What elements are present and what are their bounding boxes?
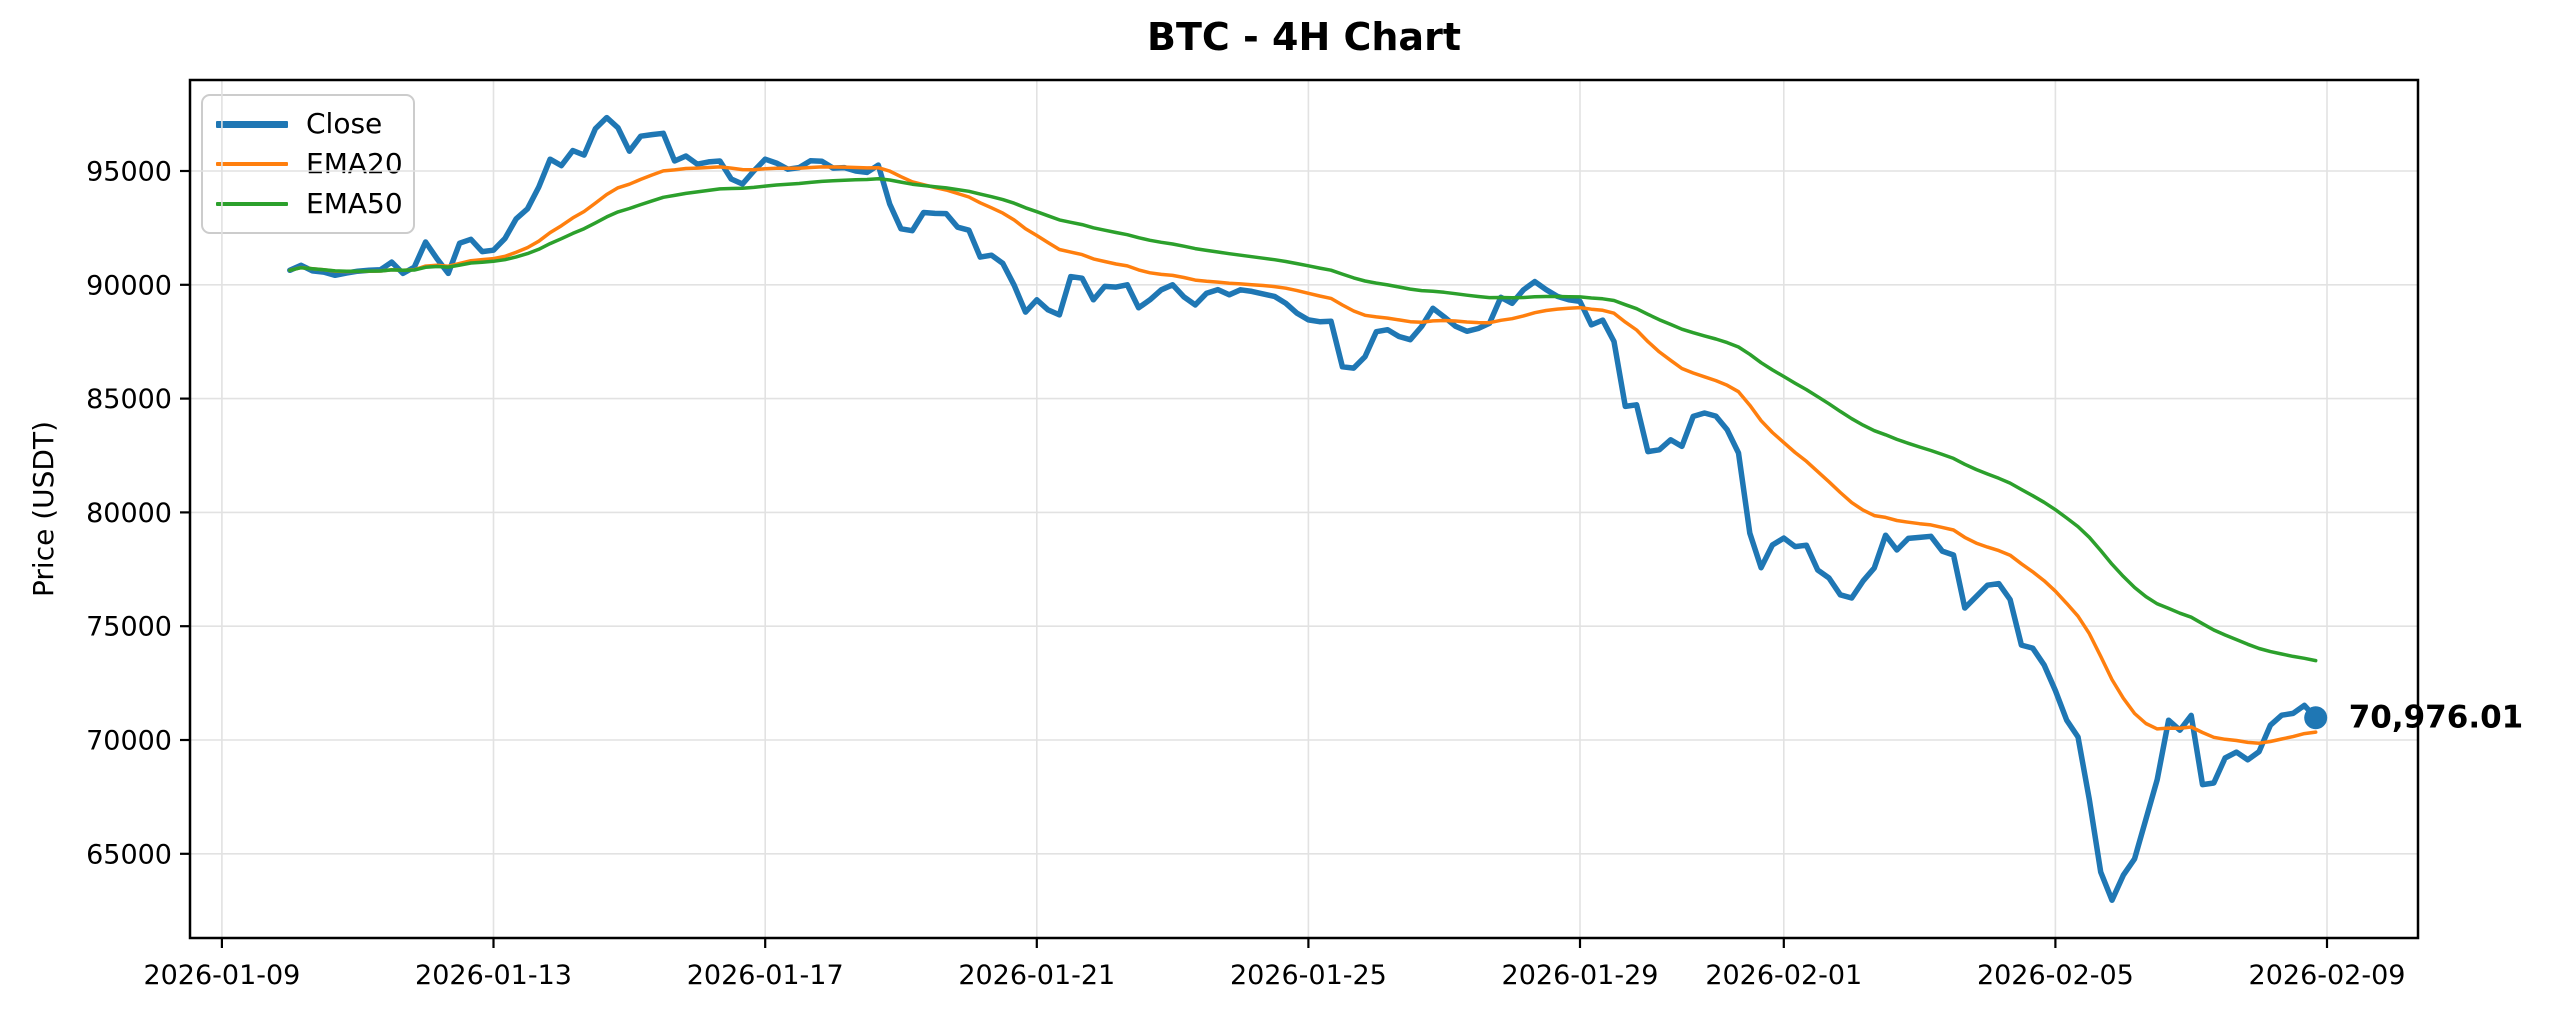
legend-label-ema20: EMA20 xyxy=(306,147,403,180)
x-tick-label: 2026-01-21 xyxy=(958,960,1115,991)
close-line-swatch xyxy=(216,120,288,128)
y-tick-label: 80000 xyxy=(86,498,172,529)
y-tick-label: 75000 xyxy=(86,612,172,643)
ema50-line xyxy=(288,177,2318,663)
legend: Close EMA20 EMA50 xyxy=(201,94,415,234)
legend-item-ema20: EMA20 xyxy=(203,150,413,178)
legend-label-ema50: EMA50 xyxy=(306,187,403,220)
legend-label-close: Close xyxy=(306,107,383,140)
last-price-annotation: 70,976.01 xyxy=(2348,699,2524,736)
y-tick-label: 65000 xyxy=(86,839,172,870)
legend-item-ema50: EMA50 xyxy=(203,190,413,218)
x-tick-label: 2026-02-09 xyxy=(2249,960,2406,991)
y-tick-label: 85000 xyxy=(86,384,172,415)
ema20-line xyxy=(288,165,2318,745)
ema20-line-swatch xyxy=(216,162,288,166)
y-tick-label: 95000 xyxy=(86,157,172,188)
y-tick-label: 70000 xyxy=(86,726,172,757)
y-tick-label: 90000 xyxy=(86,270,172,301)
x-tick-label: 2026-01-13 xyxy=(415,960,572,991)
x-tick-label: 2026-01-29 xyxy=(1502,960,1659,991)
x-tick-label: 2026-02-05 xyxy=(1977,960,2134,991)
last-price-dot xyxy=(2304,706,2328,730)
close-line xyxy=(287,114,2319,903)
legend-item-close: Close xyxy=(203,110,413,138)
ema50-line-swatch xyxy=(216,202,288,206)
x-tick-label: 2026-01-17 xyxy=(687,960,844,991)
x-tick-label: 2026-02-01 xyxy=(1705,960,1862,991)
axes-spines xyxy=(188,78,2420,940)
x-tick-label: 2026-01-09 xyxy=(143,960,300,991)
x-tick-label: 2026-01-25 xyxy=(1230,960,1387,991)
chart-title: BTC - 4H Chart xyxy=(1147,15,1461,59)
